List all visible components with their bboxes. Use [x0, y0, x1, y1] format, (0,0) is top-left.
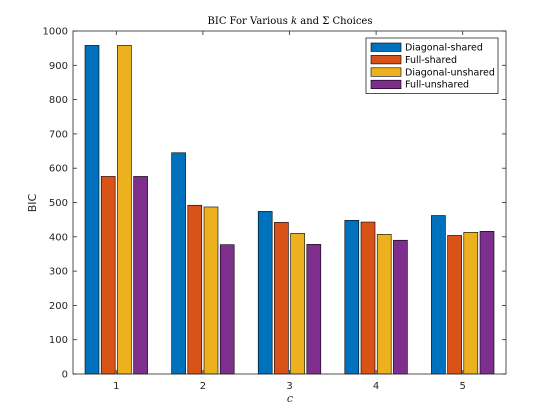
- bar-full-unshared-c3: [306, 244, 322, 375]
- title-part-2: and Σ Choices: [297, 16, 372, 27]
- bar-full-unshared-c2: [219, 244, 235, 375]
- y-tick-label: 300: [49, 267, 68, 278]
- y-axis-label: BIC: [26, 193, 39, 212]
- axes-group: 0 100 200 300 400 500 600 700 800 900 1000 1 2 3 4 5: [43, 27, 507, 392]
- bar-diagonal-unshared-c5: [463, 232, 479, 375]
- bar-full-shared-c5: [447, 235, 462, 375]
- y-tick-label: 700: [49, 129, 68, 140]
- bar-full-shared-c2: [187, 204, 203, 375]
- y-tick-label: 600: [49, 164, 68, 175]
- bars-group: [84, 45, 495, 375]
- y-tick-label: 900: [49, 61, 68, 72]
- title-part-1: BIC For Various: [208, 16, 292, 27]
- x-axis-label: c: [287, 392, 293, 405]
- legend-label: Diagonal-shared: [405, 43, 483, 54]
- bar-diagonal-unshared-c2: [203, 206, 219, 375]
- legend-label: Diagonal-unshared: [405, 67, 495, 78]
- y-tick-label: 800: [49, 95, 68, 106]
- y-tick-label: 400: [49, 232, 68, 243]
- x-tick-label: 5: [460, 381, 466, 392]
- bar-diagonal-shared-c2: [171, 152, 186, 375]
- y-tick-label: 500: [49, 198, 68, 209]
- bar-diagonal-shared-c4: [344, 220, 360, 375]
- bar-full-unshared-c4: [393, 239, 408, 375]
- x-tick-label: 2: [200, 381, 206, 392]
- chart-title: BIC For Various k and Σ Choices: [208, 16, 373, 27]
- bar-full-unshared-c1: [133, 176, 148, 375]
- bar-diagonal-shared-c5: [431, 215, 446, 375]
- x-tick-label: 4: [373, 381, 379, 392]
- x-tick-label: 1: [113, 381, 119, 392]
- bar-diagonal-shared-c1: [84, 45, 100, 375]
- y-tick-label: 1000: [43, 27, 68, 38]
- bar-diagonal-unshared-c3: [290, 233, 305, 375]
- bar-diagonal-unshared-c1: [117, 45, 132, 375]
- bar-full-shared-c4: [360, 221, 376, 375]
- legend-swatch: [370, 42, 402, 52]
- legend-swatch: [370, 79, 402, 89]
- legend-swatch: [370, 55, 402, 65]
- y-tick-label: 0: [62, 370, 68, 381]
- y-tick-label: 200: [49, 301, 68, 312]
- bar-full-shared-c3: [274, 222, 289, 375]
- title-part-k: k: [291, 16, 297, 27]
- legend-label: Full-unshared: [405, 80, 469, 91]
- x-tick-label: 3: [286, 381, 292, 392]
- bar-full-shared-c1: [100, 176, 116, 375]
- legend: Diagonal-sharedFull-sharedDiagonal-unsha…: [365, 37, 499, 94]
- bar-diagonal-shared-c3: [257, 211, 273, 375]
- legend-label: Full-shared: [405, 55, 457, 66]
- bar-diagonal-unshared-c4: [376, 234, 392, 375]
- legend-swatch: [370, 67, 402, 77]
- y-tick-label: 100: [49, 335, 68, 346]
- bar-full-unshared-c5: [479, 231, 495, 375]
